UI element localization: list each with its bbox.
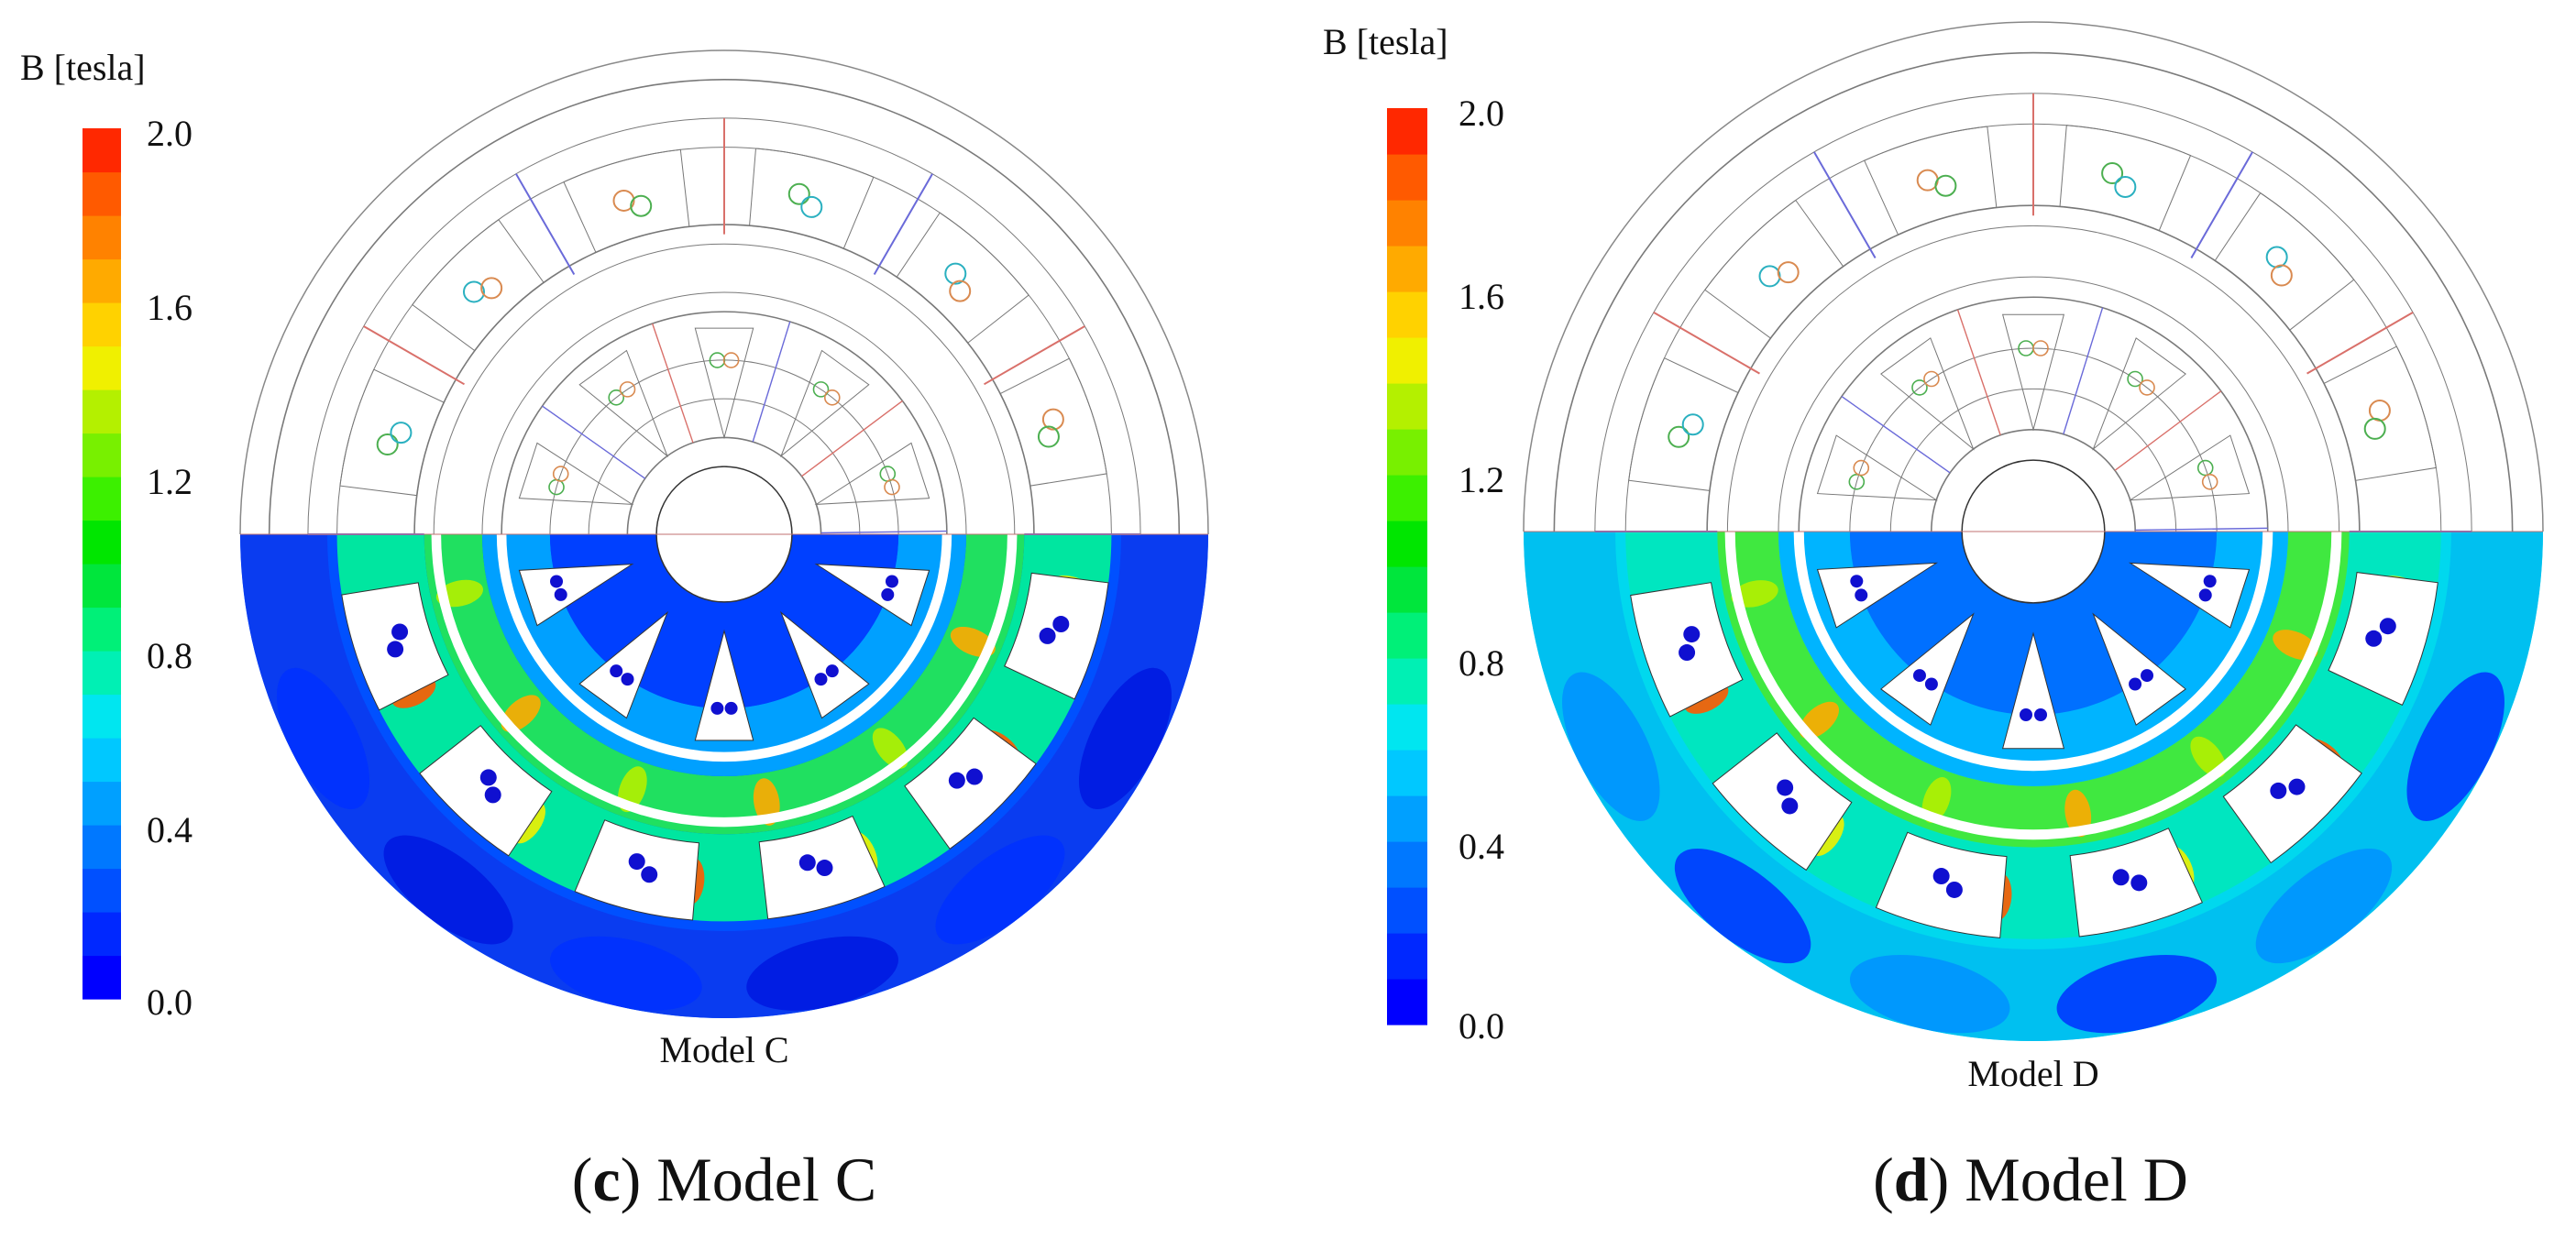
colorbar-tick-0-8: 0.8 (1459, 642, 1504, 684)
panel-caption: (d) Model D (1873, 1145, 2188, 1214)
colorbar-swatch (83, 912, 121, 957)
colorbar-swatch (1387, 887, 1427, 934)
panel-caption: (c) Model C (571, 1145, 877, 1214)
colorbar-swatch (83, 607, 121, 652)
colorbar-d (1387, 108, 1427, 1025)
caption-text: Model C (656, 1145, 877, 1214)
colorbar-swatch (1387, 429, 1427, 476)
panel-model-c: B [tesla] 2.0 1.6 1.2 0.8 0.4 0.0 Model … (20, 47, 1209, 1214)
colorbar-swatch (83, 868, 121, 913)
colorbar-swatch (1387, 108, 1427, 155)
colorbar-swatch (83, 477, 121, 521)
colorbar-swatch (1387, 291, 1427, 338)
panel-model-d: B [tesla] 2.0 1.6 1.2 0.8 0.4 0.0 Model … (1288, 0, 2576, 1250)
flux-density-map (1524, 532, 2543, 1041)
machine-cross-section-c (239, 49, 1209, 1018)
colorbar-swatch (1387, 704, 1427, 751)
colorbar-swatch (1387, 841, 1427, 888)
colorbar-swatch (83, 215, 121, 260)
colorbar-swatch (1387, 612, 1427, 659)
colorbar-swatch (83, 694, 121, 739)
colorbar-swatch (83, 345, 121, 390)
colorbar-swatch (1387, 795, 1427, 842)
colorbar-tick-0-8: 0.8 (147, 635, 193, 676)
colorbar-tick-0-4: 0.4 (147, 809, 193, 850)
colorbar-tick-0-0: 0.0 (147, 981, 193, 1023)
flux-line-contours (1523, 21, 2544, 532)
flux-line-contours (239, 49, 1209, 535)
caption-letter: c (592, 1145, 621, 1214)
machine-cross-section-d (1523, 21, 2544, 1041)
colorbar-swatch (83, 128, 121, 173)
colorbar-c (83, 128, 121, 1000)
colorbar-swatch (1387, 246, 1427, 292)
colorbar-swatch (83, 171, 121, 216)
colorbar-swatch (1387, 658, 1427, 705)
colorbar-swatch (83, 738, 121, 783)
colorbar-swatch (1387, 750, 1427, 796)
flux-density-map (240, 534, 1208, 1018)
colorbar-swatch (1387, 979, 1427, 1025)
colorbar-tick-1-2: 1.2 (1459, 459, 1504, 500)
colorbar-tick-1-6: 1.6 (147, 287, 193, 328)
colorbar-tick-1-2: 1.2 (147, 461, 193, 502)
colorbar-swatch (83, 825, 121, 870)
colorbar-swatch (83, 302, 121, 347)
colorbar-swatch (83, 433, 121, 477)
colorbar-swatch (83, 520, 121, 565)
colorbar-swatch (83, 651, 121, 696)
colorbar-swatch (1387, 383, 1427, 430)
colorbar-tick-1-6: 1.6 (1459, 276, 1504, 317)
caption-text: Model D (1965, 1145, 2188, 1214)
colorbar-swatch (1387, 521, 1427, 567)
colorbar-tick-2-0: 2.0 (1459, 93, 1504, 134)
colorbar-swatch (83, 389, 121, 434)
model-label: Model C (659, 1029, 789, 1070)
model-label: Model D (1967, 1053, 2099, 1094)
colorbar-swatch (83, 781, 121, 826)
caption-letter: d (1893, 1145, 1929, 1214)
colorbar-units-label: B [tesla] (1323, 21, 1448, 62)
colorbar-swatch (1387, 933, 1427, 980)
colorbar-tick-0-4: 0.4 (1459, 826, 1504, 867)
colorbar-swatch (1387, 200, 1427, 247)
colorbar-tick-2-0: 2.0 (147, 113, 193, 154)
colorbar-swatch (83, 258, 121, 303)
flux-density-plot-d (1387, 21, 2544, 1041)
colorbar-units-label: B [tesla] (20, 47, 146, 88)
colorbar-swatch (1387, 154, 1427, 201)
colorbar-swatch (1387, 475, 1427, 521)
colorbar-swatch (1387, 337, 1427, 384)
colorbar-swatch (1387, 566, 1427, 613)
colorbar-tick-0-0: 0.0 (1459, 1005, 1504, 1047)
colorbar-swatch (83, 955, 121, 1000)
colorbar-swatch (83, 564, 121, 609)
flux-density-plot-c (83, 49, 1209, 1018)
